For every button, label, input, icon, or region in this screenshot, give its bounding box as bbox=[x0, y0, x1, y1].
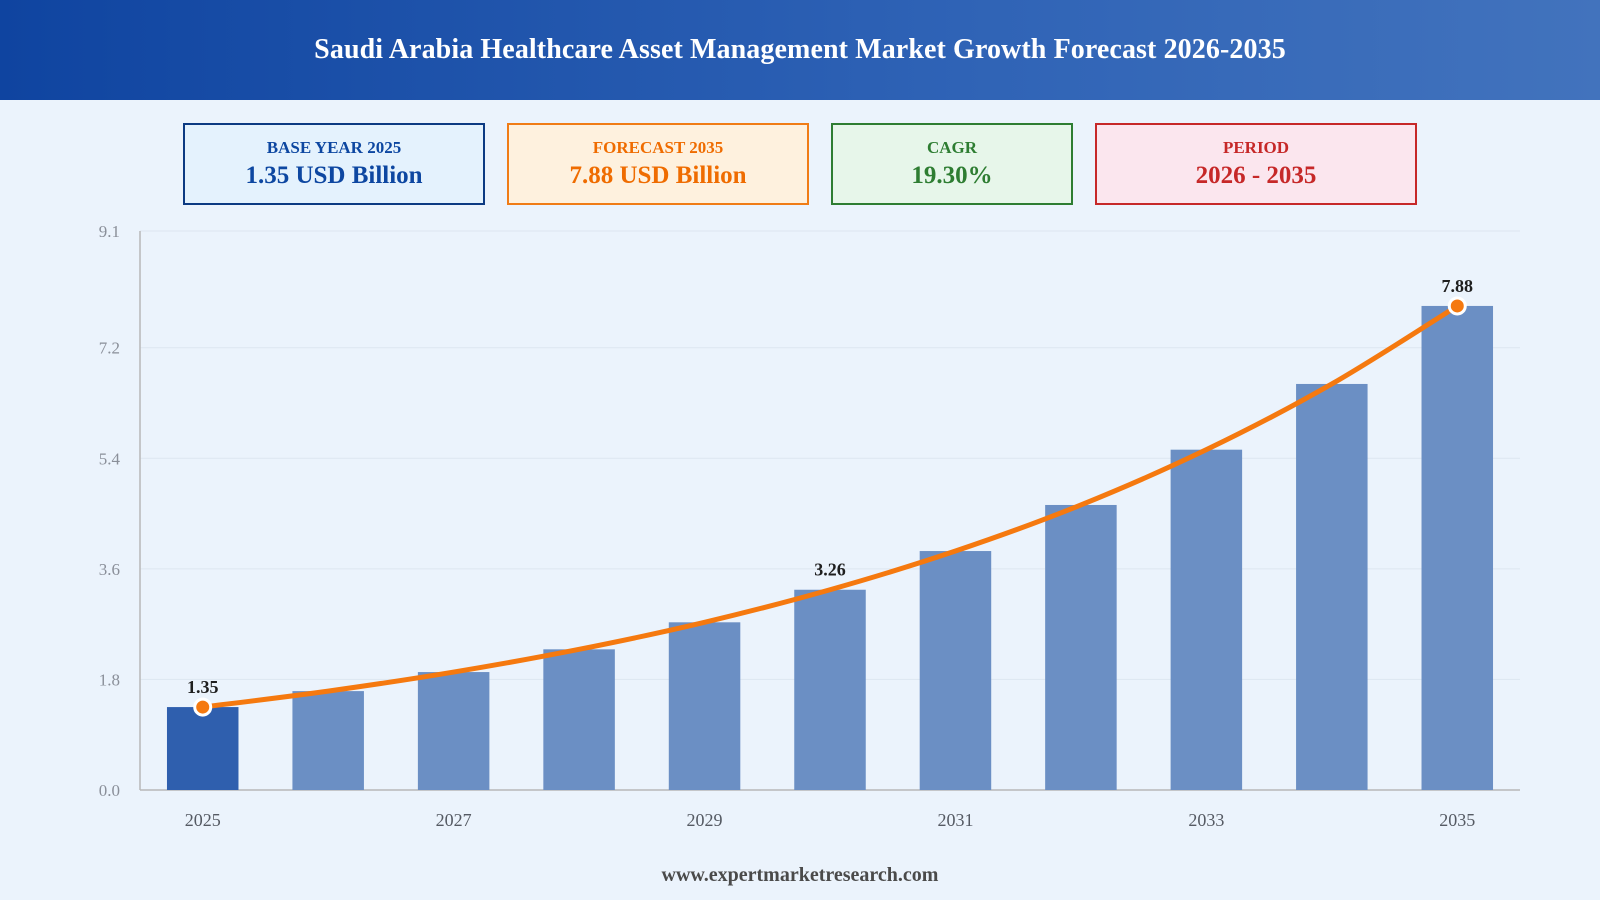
y-tick-label: 7.2 bbox=[99, 339, 120, 358]
y-tick-label: 1.8 bbox=[99, 670, 120, 689]
cagr-card: CAGR 19.30% bbox=[831, 123, 1073, 205]
period-card: PERIOD 2026 - 2035 bbox=[1095, 123, 1417, 205]
data-label: 7.88 bbox=[1442, 276, 1474, 296]
cagr-value: 19.30% bbox=[911, 162, 993, 189]
base-year-card: BASE YEAR 2025 1.35 USD Billion bbox=[183, 123, 485, 205]
x-tick-label: 2027 bbox=[436, 810, 472, 830]
period-value: 2026 - 2035 bbox=[1195, 162, 1317, 189]
bar-2035 bbox=[1421, 305, 1494, 790]
x-tick-label: 2035 bbox=[1439, 810, 1475, 830]
bar-2032 bbox=[1045, 504, 1117, 790]
forecast-label: FORECAST 2035 bbox=[592, 138, 724, 157]
trend-marker bbox=[1447, 296, 1467, 316]
y-tick-label: 9.1 bbox=[99, 222, 120, 241]
bar-2033 bbox=[1170, 449, 1243, 790]
period-label: PERIOD bbox=[1222, 138, 1290, 157]
x-tick-label: 2025 bbox=[185, 810, 221, 830]
bar-2031 bbox=[919, 551, 992, 790]
y-tick-label: 5.4 bbox=[99, 449, 121, 468]
bar-2030 bbox=[794, 589, 866, 790]
y-tick-label: 3.6 bbox=[99, 560, 120, 579]
forecast-value: 7.88 USD Billion bbox=[569, 162, 747, 189]
y-tick-label: 0.0 bbox=[99, 781, 120, 800]
data-label: 3.26 bbox=[814, 560, 846, 580]
chart-header: Saudi Arabia Healthcare Asset Management… bbox=[0, 0, 1600, 100]
bar-2025 bbox=[166, 707, 239, 790]
bar-2028 bbox=[543, 649, 615, 790]
bar-2027 bbox=[417, 672, 490, 790]
forecast-card: FORECAST 2035 7.88 USD Billion bbox=[507, 123, 809, 205]
bar-2034 bbox=[1296, 383, 1368, 790]
trend-marker bbox=[193, 697, 213, 717]
x-tick-label: 2031 bbox=[937, 810, 973, 830]
x-tick-label: 2033 bbox=[1188, 810, 1224, 830]
base-year-label: BASE YEAR 2025 bbox=[266, 138, 402, 157]
cagr-label: CAGR bbox=[926, 138, 978, 157]
website-footer: www.expertmarketresearch.com bbox=[661, 864, 939, 886]
x-tick-label: 2029 bbox=[687, 810, 723, 830]
base-year-value: 1.35 USD Billion bbox=[245, 162, 423, 189]
chart-title: Saudi Arabia Healthcare Asset Management… bbox=[314, 34, 1286, 65]
trend-line bbox=[200, 303, 1460, 710]
bar-2029 bbox=[668, 622, 741, 790]
data-label: 1.35 bbox=[187, 677, 219, 697]
bar-2026 bbox=[292, 691, 364, 790]
